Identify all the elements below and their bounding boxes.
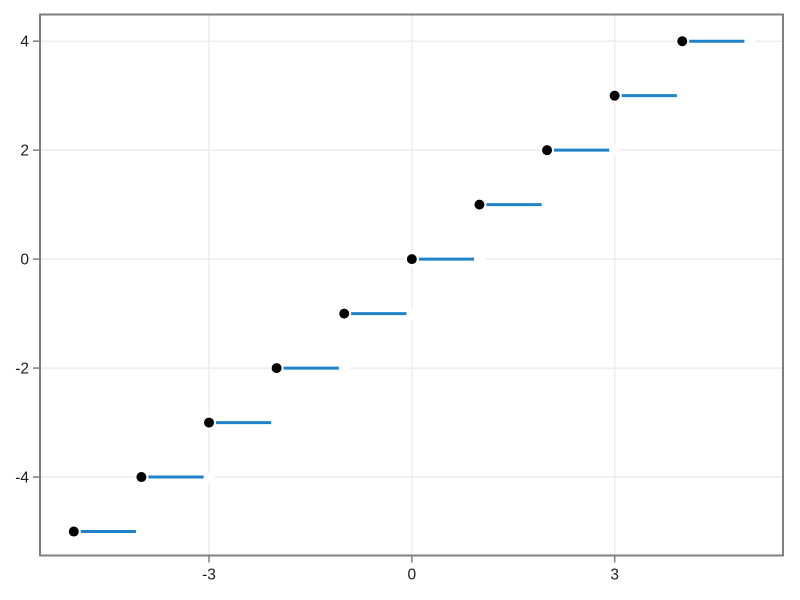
y-axis-tick-label: 0 [20,252,29,269]
y-axis-tick-label: -2 [15,361,29,378]
data-point-marker [404,252,419,267]
plot-frame [39,13,784,557]
open-endpoint-marker [135,526,147,538]
open-endpoint-marker [406,308,418,320]
x-axis-tick-label: 0 [408,567,417,584]
x-axis-tick-label: -3 [202,567,216,584]
x-axis-tick-label: 3 [610,567,619,584]
data-point-marker [337,306,352,321]
open-endpoint-marker [676,90,688,102]
data-point-marker [675,34,690,49]
open-endpoint-marker [271,417,283,429]
data-point-marker [66,524,81,539]
open-endpoint-marker [541,199,553,211]
y-axis-tick-label: -4 [15,470,29,487]
data-point-marker [202,415,217,430]
open-endpoint-marker [338,362,350,374]
y-axis-tick-label: 4 [20,34,29,51]
y-axis-tick-label: 2 [20,143,29,160]
open-endpoint-marker [744,35,756,47]
open-endpoint-marker [203,471,215,483]
data-point-marker [269,361,284,376]
open-endpoint-marker [473,253,485,265]
data-point-marker [134,470,149,485]
data-point-marker [472,197,487,212]
data-point-marker [540,143,555,158]
open-endpoint-marker [609,144,621,156]
data-point-marker [607,88,622,103]
